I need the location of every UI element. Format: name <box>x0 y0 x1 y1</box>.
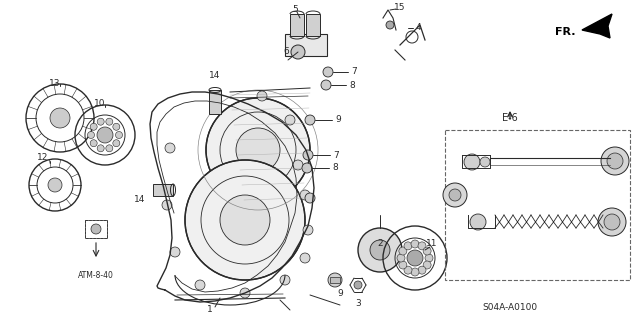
Circle shape <box>354 281 362 289</box>
Bar <box>285 34 327 56</box>
Text: 14: 14 <box>209 70 221 79</box>
Circle shape <box>598 208 626 236</box>
Circle shape <box>97 118 104 125</box>
Text: 9: 9 <box>337 288 343 298</box>
Bar <box>85 220 107 238</box>
Circle shape <box>280 275 290 285</box>
Text: 7: 7 <box>351 68 357 77</box>
Circle shape <box>321 80 331 90</box>
Circle shape <box>358 228 402 272</box>
Circle shape <box>300 190 310 200</box>
Circle shape <box>106 145 113 152</box>
Circle shape <box>240 288 250 298</box>
Text: 5: 5 <box>292 5 298 14</box>
Circle shape <box>399 247 407 255</box>
Circle shape <box>90 123 97 130</box>
Circle shape <box>601 147 629 175</box>
Circle shape <box>404 266 412 274</box>
Circle shape <box>423 247 431 255</box>
Circle shape <box>399 261 407 269</box>
Text: 12: 12 <box>37 153 49 162</box>
Circle shape <box>607 153 623 169</box>
Circle shape <box>305 193 315 203</box>
Circle shape <box>303 150 313 160</box>
Circle shape <box>370 240 390 260</box>
Circle shape <box>293 160 303 170</box>
Circle shape <box>423 261 431 269</box>
Polygon shape <box>582 14 612 38</box>
Text: 1: 1 <box>207 306 213 315</box>
Circle shape <box>407 250 423 266</box>
Circle shape <box>88 131 95 138</box>
Circle shape <box>285 115 295 125</box>
Circle shape <box>97 127 113 143</box>
Circle shape <box>48 178 62 192</box>
Circle shape <box>323 67 333 77</box>
Circle shape <box>411 240 419 248</box>
Circle shape <box>162 200 172 210</box>
Circle shape <box>185 160 305 280</box>
Circle shape <box>328 273 342 287</box>
Circle shape <box>302 163 312 173</box>
Text: 10: 10 <box>94 100 106 108</box>
Circle shape <box>418 242 426 250</box>
Circle shape <box>397 254 405 262</box>
Text: S04A-A0100: S04A-A0100 <box>483 303 538 313</box>
Text: 15: 15 <box>394 4 406 12</box>
Text: 4: 4 <box>415 24 421 33</box>
Text: 7: 7 <box>333 151 339 160</box>
Circle shape <box>97 145 104 152</box>
Text: 8: 8 <box>332 164 338 173</box>
Text: 2: 2 <box>377 239 383 248</box>
Circle shape <box>443 183 467 207</box>
Circle shape <box>113 123 120 130</box>
Circle shape <box>106 118 113 125</box>
Circle shape <box>236 128 280 172</box>
Bar <box>306 14 320 36</box>
Text: 9: 9 <box>335 115 341 124</box>
Circle shape <box>206 98 310 202</box>
Circle shape <box>113 140 120 147</box>
Circle shape <box>411 268 419 276</box>
Circle shape <box>305 115 315 125</box>
Circle shape <box>220 195 270 245</box>
Circle shape <box>303 225 313 235</box>
Bar <box>209 90 221 114</box>
Circle shape <box>90 140 97 147</box>
Circle shape <box>404 242 412 250</box>
Circle shape <box>464 154 480 170</box>
Bar <box>153 184 173 196</box>
Circle shape <box>91 224 101 234</box>
Bar <box>330 277 340 283</box>
Circle shape <box>470 214 486 230</box>
Circle shape <box>449 189 461 201</box>
Circle shape <box>115 131 122 138</box>
Circle shape <box>291 45 305 59</box>
Text: 3: 3 <box>355 299 361 308</box>
Circle shape <box>50 108 70 128</box>
Text: E-6: E-6 <box>502 113 518 123</box>
Circle shape <box>170 247 180 257</box>
Circle shape <box>425 254 433 262</box>
Bar <box>85 220 107 238</box>
Circle shape <box>195 280 205 290</box>
Text: 6: 6 <box>283 48 289 56</box>
Circle shape <box>257 91 267 101</box>
Circle shape <box>300 253 310 263</box>
Bar <box>445 130 630 280</box>
Text: ATM-8-40: ATM-8-40 <box>78 271 114 279</box>
Text: 11: 11 <box>426 240 438 249</box>
Text: 14: 14 <box>134 196 146 204</box>
Text: 8: 8 <box>349 80 355 90</box>
Bar <box>290 14 304 36</box>
Circle shape <box>386 21 394 29</box>
Circle shape <box>165 143 175 153</box>
Text: FR.: FR. <box>554 27 575 37</box>
Text: 13: 13 <box>49 78 61 87</box>
Circle shape <box>604 214 620 230</box>
Circle shape <box>418 266 426 274</box>
Circle shape <box>480 157 490 167</box>
